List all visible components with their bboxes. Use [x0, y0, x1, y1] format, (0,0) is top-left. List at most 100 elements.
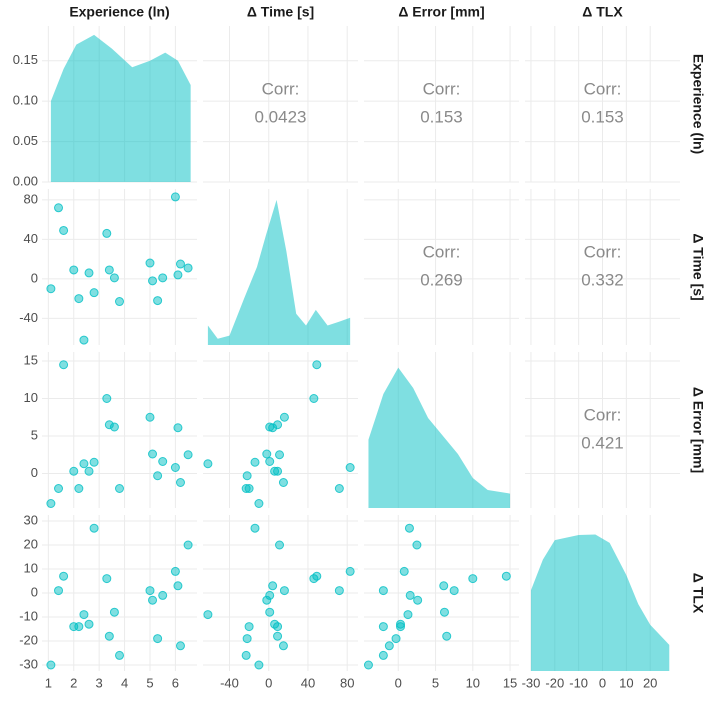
- scatter-point: [309, 394, 319, 403]
- scatter-point: [46, 660, 56, 670]
- scatter-point: [270, 466, 280, 476]
- scatter-point: [345, 463, 355, 472]
- x-tick-label: -30: [522, 675, 541, 690]
- corr-value: 0.153: [420, 107, 463, 126]
- scatter-point: [175, 478, 185, 487]
- scatter-point: [345, 566, 355, 576]
- y-tick-label: 0.10: [13, 93, 38, 108]
- scatter-point: [378, 622, 388, 632]
- scatter-point: [278, 478, 288, 487]
- scatter-point: [403, 610, 413, 620]
- y-tick-label: 10: [24, 390, 38, 405]
- scatter-point: [334, 484, 344, 493]
- density-area: [207, 199, 351, 345]
- scatter-point: [79, 610, 89, 620]
- scatter-point: [242, 471, 252, 481]
- scatter-point: [173, 423, 183, 433]
- scatter-point: [54, 203, 64, 213]
- x-tick-label: 40: [301, 675, 315, 690]
- y-tick-label: 80: [24, 191, 38, 206]
- scatter-point: [268, 581, 278, 591]
- scatter-point: [378, 650, 388, 660]
- scatter-point: [170, 566, 180, 576]
- scatter-point: [262, 449, 272, 459]
- scatter-point: [501, 571, 511, 581]
- scatter-point: [102, 228, 112, 238]
- y-tick-label: 30: [24, 512, 38, 527]
- x-tick-label: 5: [146, 675, 153, 690]
- scatter-point: [175, 641, 185, 651]
- y-tick-label: 0.05: [13, 133, 38, 148]
- corr-value: 0.269: [420, 270, 463, 289]
- scatter-point: [54, 586, 64, 596]
- scatter-point: [158, 457, 168, 466]
- scatter-point: [54, 484, 64, 493]
- scatter-point: [175, 259, 185, 269]
- scatter-point: [109, 607, 119, 617]
- scatter-point: [279, 412, 289, 422]
- y-tick-label: 5: [31, 427, 38, 442]
- corr-label: Corr:: [584, 79, 622, 98]
- corr-value: 0.153: [581, 107, 624, 126]
- scatter-point: [148, 449, 158, 459]
- scatter-point: [265, 457, 275, 466]
- corr-label: Corr:: [262, 79, 300, 98]
- x-tick-label: 3: [96, 675, 103, 690]
- scatter-point: [203, 610, 213, 620]
- scatter-point: [115, 484, 124, 493]
- scatter-point: [278, 641, 288, 651]
- y-tick-label: -30: [19, 656, 38, 671]
- scatter-point: [148, 595, 158, 605]
- scatter-point: [102, 394, 112, 403]
- y-tick-label: 0.00: [13, 173, 38, 188]
- y-tick-label: 0: [31, 584, 38, 599]
- row-header: Δ Time [s]: [690, 233, 706, 300]
- scatter-point: [84, 619, 94, 629]
- scatter-point: [275, 540, 285, 550]
- scatter-point: [183, 540, 193, 550]
- scatter-point: [254, 660, 264, 670]
- scatter-point: [170, 463, 180, 472]
- scatter-point: [46, 284, 56, 294]
- scatter-point: [153, 634, 163, 644]
- scatter-point: [158, 590, 168, 600]
- corr-label: Corr:: [584, 405, 622, 424]
- scatter-point: [115, 650, 124, 660]
- x-tick-label: 0: [395, 675, 402, 690]
- row-header: Δ Error [mm]: [690, 387, 706, 473]
- scatter-point: [399, 566, 409, 576]
- scatter-point: [102, 574, 112, 584]
- x-tick-label: -40: [220, 675, 239, 690]
- x-tick-label: 0: [599, 675, 606, 690]
- scatter-point: [265, 607, 275, 617]
- scatter-point: [79, 335, 89, 345]
- scatter-point: [153, 471, 163, 481]
- scatter-point: [89, 523, 99, 533]
- scatter-point: [74, 294, 84, 304]
- density-area: [368, 367, 511, 508]
- scatter-point: [244, 622, 254, 632]
- scatter-point: [59, 225, 69, 235]
- corr-value: 0.421: [581, 433, 624, 452]
- scatter-point: [173, 581, 183, 591]
- scatter-point: [145, 586, 155, 596]
- scatter-point: [242, 634, 252, 644]
- scatter-point: [104, 265, 114, 275]
- scatter-point: [413, 595, 423, 605]
- scatter-point: [109, 273, 119, 283]
- scatter-point: [84, 466, 94, 476]
- scatter-point: [115, 297, 124, 307]
- x-tick-label: 10: [619, 675, 633, 690]
- scatter-point: [148, 276, 158, 286]
- scatter-point: [268, 423, 278, 433]
- x-tick-label: 80: [340, 675, 354, 690]
- scatter-point: [173, 270, 183, 280]
- density-area: [50, 34, 191, 183]
- y-tick-label: -10: [19, 608, 38, 623]
- corr-label: Corr:: [423, 242, 461, 261]
- scatter-point: [74, 622, 84, 632]
- scatter-point: [59, 571, 69, 581]
- scatter-point: [241, 650, 251, 660]
- scatter-point: [59, 360, 69, 370]
- scatter-point: [89, 288, 99, 298]
